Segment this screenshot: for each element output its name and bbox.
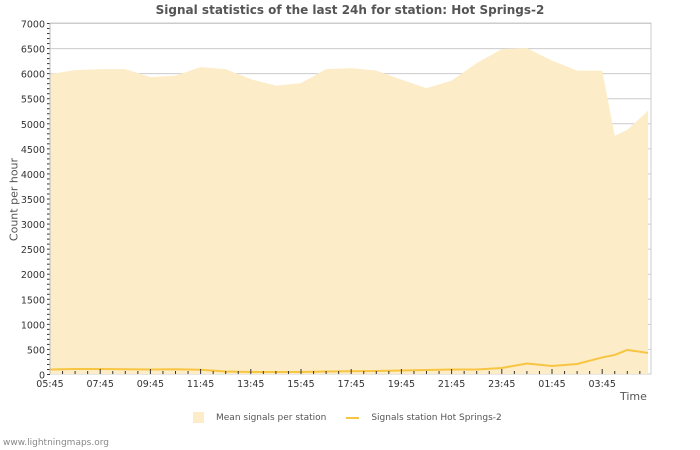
svg-text:11:45: 11:45 [187,379,214,390]
svg-text:09:45: 09:45 [137,379,164,390]
legend-line-swatch [346,416,360,419]
svg-text:19:45: 19:45 [388,379,415,390]
svg-text:15:45: 15:45 [287,379,314,390]
svg-text:7000: 7000 [21,20,45,31]
svg-text:2000: 2000 [21,270,45,281]
svg-text:05:45: 05:45 [36,379,63,390]
legend-area-swatch [193,412,204,423]
svg-text:5500: 5500 [21,95,45,106]
svg-text:3000: 3000 [21,220,45,231]
svg-text:07:45: 07:45 [87,379,114,390]
svg-text:4500: 4500 [21,145,45,156]
chart-title: Signal statistics of the last 24h for st… [155,3,545,17]
axes: 0 500 1000 1500 2000 2500 3000 3500 4000 4500 5000… [21,20,641,390]
x-axis-label: Time [620,390,647,403]
legend-area-label: Mean signals per station [216,412,327,423]
legend-line-label: Signals station Hot Springs-2 [371,412,502,423]
svg-text:1500: 1500 [21,295,45,306]
y-axis-label: Count per hour [7,157,21,242]
mean-signals-area [50,48,648,374]
svg-text:4000: 4000 [21,170,45,181]
svg-text:6000: 6000 [21,70,45,81]
svg-text:03:45: 03:45 [589,379,616,390]
svg-text:3500: 3500 [21,195,45,206]
svg-text:01:45: 01:45 [538,379,565,390]
svg-text:500: 500 [27,345,45,356]
svg-text:17:45: 17:45 [338,379,365,390]
svg-text:6500: 6500 [21,45,45,56]
legend: Mean signals per station Signals station… [193,412,502,423]
svg-text:2500: 2500 [21,245,45,256]
svg-text:1000: 1000 [21,320,45,331]
svg-text:23:45: 23:45 [488,379,515,390]
svg-text:5000: 5000 [21,120,45,131]
svg-text:21:45: 21:45 [438,379,465,390]
svg-text:0: 0 [39,371,45,382]
svg-text:13:45: 13:45 [237,379,264,390]
footer-watermark: www.lightningmaps.org [3,438,109,448]
